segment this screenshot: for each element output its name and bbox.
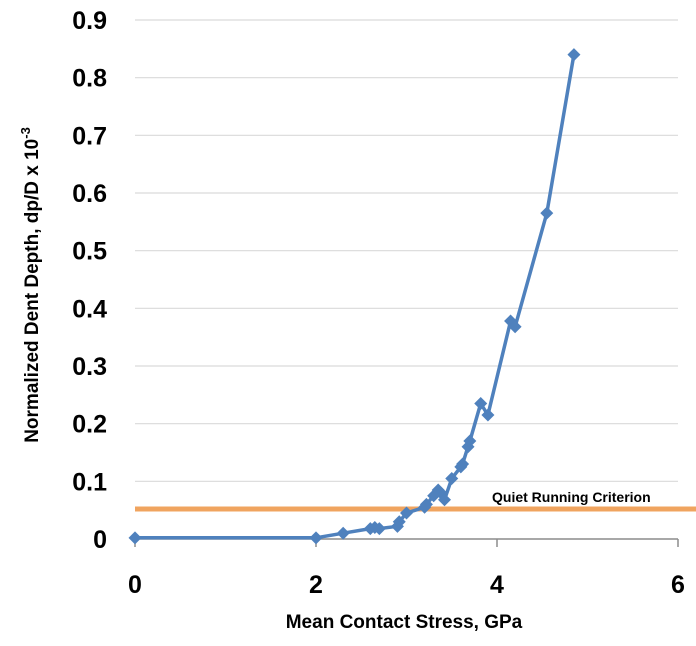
x-tick-label: 4 <box>490 571 504 599</box>
data-point-marker <box>481 408 495 422</box>
data-point-marker <box>438 493 452 507</box>
y-tick-label: 0 <box>93 526 107 554</box>
y-axis-title: Normalized Dent Depth, dp/D x 10-3 <box>18 127 43 443</box>
data-point-marker <box>456 457 470 471</box>
y-tick-label: 0.9 <box>72 7 107 35</box>
reference-line-label: Quiet Running Criterion <box>492 489 651 505</box>
gridlines <box>135 19 678 482</box>
y-axis-title-exponent: -3 <box>18 127 33 139</box>
data-point-marker <box>445 471 459 485</box>
data-point-marker <box>309 531 323 545</box>
y-axis-title-main: Normalized Dent Depth, dp/D x 10 <box>22 139 43 443</box>
y-tick-label: 0.5 <box>72 238 107 266</box>
axes <box>134 538 679 547</box>
x-axis-title: Mean Contact Stress, GPa <box>286 612 523 633</box>
data-point-marker <box>392 515 406 529</box>
y-tick-label: 0.2 <box>72 411 107 439</box>
y-tick-label: 0.7 <box>72 122 107 150</box>
y-tick-label: 0.8 <box>72 65 107 93</box>
data-point-marker <box>128 531 142 545</box>
data-point-marker <box>567 48 581 62</box>
data-point-marker <box>508 320 522 334</box>
data-point-marker <box>336 526 350 540</box>
y-tick-label: 0.4 <box>72 295 107 323</box>
data-point-marker <box>463 434 477 448</box>
data-point-marker <box>474 396 488 410</box>
x-tick-label: 0 <box>128 571 142 599</box>
tick-labels: 0 0.1 0.2 0.3 0.4 0.5 0.6 0.7 0.8 0.9 0 2 4 6 <box>72 7 685 599</box>
y-tick-label: 0.1 <box>72 468 107 496</box>
data-point-marker <box>400 506 413 520</box>
series-line <box>135 54 576 540</box>
y-tick-label: 0.6 <box>72 180 107 208</box>
x-tick-label: 2 <box>309 571 323 599</box>
data-point-marker <box>372 522 386 536</box>
data-point-marker <box>540 206 554 220</box>
data-point-marker <box>419 497 433 511</box>
x-tick-label: 6 <box>671 571 685 599</box>
y-tick-label: 0.3 <box>72 353 107 381</box>
data-series <box>128 48 581 545</box>
